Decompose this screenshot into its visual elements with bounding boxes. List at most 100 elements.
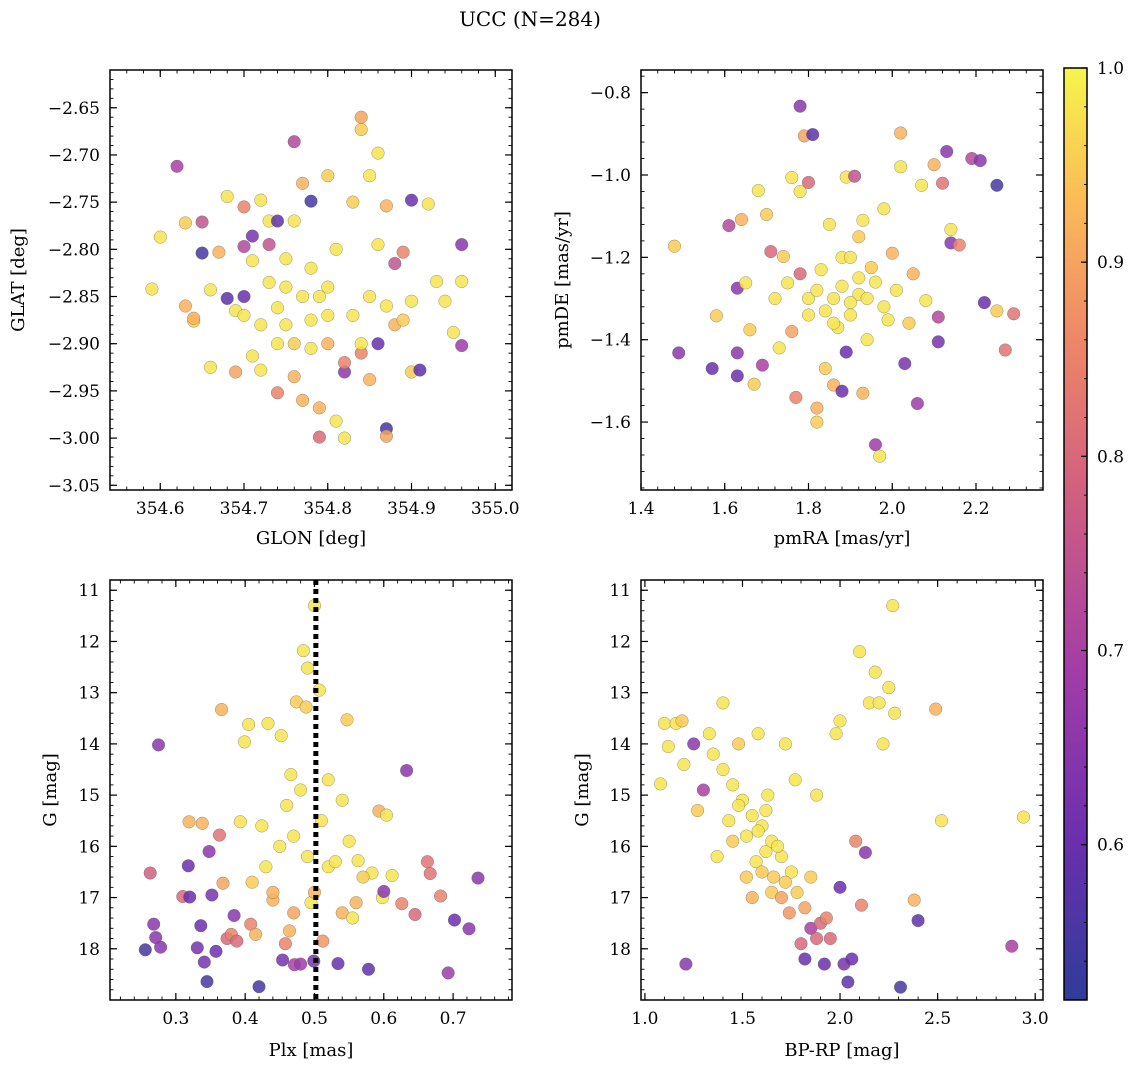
data-point [178, 299, 192, 313]
data-point [321, 337, 335, 351]
data-point [794, 937, 808, 951]
data-point [716, 762, 730, 777]
data-point [287, 829, 301, 843]
data-point [270, 301, 285, 315]
data-point [751, 727, 765, 741]
data-point [287, 135, 301, 149]
data-point [195, 215, 209, 229]
data-point [751, 824, 765, 838]
data-point [455, 274, 469, 288]
x-axis-label: Plx [mas] [269, 1040, 354, 1061]
data-point [726, 778, 740, 792]
data-point [385, 868, 399, 883]
data-point [755, 358, 769, 372]
data-point [907, 893, 921, 907]
data-point [202, 844, 216, 859]
data-point [371, 146, 385, 160]
data-point [356, 870, 370, 884]
data-point [843, 296, 857, 310]
data-point [312, 683, 326, 697]
data-point [182, 815, 196, 829]
data-point [200, 975, 214, 989]
data-point [216, 876, 230, 890]
data-point [237, 308, 251, 322]
data-point [270, 386, 285, 400]
panel-bprp-g: 1.0 1.5 2.0 2.5 3.0 11 12 13 14 15 16 17 18 BP-RP [m… [572, 579, 1049, 1061]
data-point [691, 803, 705, 818]
data-point [252, 980, 266, 994]
y-axis-label: pmDE [mas/yr] [552, 211, 573, 349]
data-point [774, 891, 789, 905]
x-tick-label: 2.0 [827, 1009, 854, 1029]
data-point [801, 291, 816, 306]
data-point [274, 729, 288, 743]
data-point [245, 349, 259, 363]
plot-frame [109, 579, 513, 1001]
data-point [342, 834, 356, 848]
data-point [379, 808, 394, 822]
data-point [798, 952, 812, 966]
data-point [772, 341, 786, 355]
x-tick-label: 0.4 [232, 1009, 259, 1029]
data-point [889, 283, 903, 297]
data-point [270, 337, 285, 351]
data-point [710, 850, 724, 864]
data-point [242, 717, 256, 731]
data-point [197, 955, 211, 969]
axis-ticks: 1.0 1.5 2.0 2.5 3.0 11 12 13 14 15 16 17 18 [609, 579, 1049, 1029]
data-point [282, 924, 297, 938]
data-point [705, 361, 719, 376]
data-point [894, 126, 908, 140]
data-point [278, 937, 292, 951]
data-point [853, 645, 867, 659]
data-point [848, 169, 862, 183]
plot-frame [109, 69, 513, 491]
data-point [927, 158, 941, 172]
y-axis-label: G [mag] [40, 753, 61, 826]
data-point [823, 931, 837, 946]
data-point [977, 296, 991, 310]
data-point [423, 866, 437, 881]
data-point [845, 952, 859, 966]
y-tick-label: 12 [78, 632, 100, 652]
data-point [354, 122, 368, 137]
data-point [858, 845, 872, 860]
data-point [304, 261, 318, 275]
data-point [696, 783, 710, 797]
colorbar-tick-label: 0.9 [1097, 253, 1124, 273]
data-point [296, 644, 310, 658]
data-point [363, 169, 377, 183]
data-point [212, 828, 227, 842]
data-point [886, 599, 900, 613]
data-point [759, 844, 773, 859]
data-point [915, 178, 929, 192]
data-point [220, 189, 234, 204]
x-axis-label: GLON [deg] [256, 528, 366, 549]
data-point [898, 357, 912, 371]
data-point [287, 337, 301, 351]
x-tick-label: 1.8 [795, 499, 822, 519]
data-point [852, 271, 866, 285]
data-point [788, 773, 802, 787]
data-point [212, 245, 226, 259]
data-point [929, 702, 943, 716]
data-point [377, 884, 391, 898]
data-point [237, 289, 251, 304]
data-point [279, 280, 293, 294]
data-point [860, 291, 874, 306]
data-point [906, 267, 920, 281]
data-point [262, 238, 276, 252]
data-point [819, 911, 833, 925]
data-point [227, 908, 241, 923]
colorbar-tick-label: 0.7 [1097, 642, 1124, 662]
data-point [776, 249, 790, 264]
data-point [789, 390, 803, 404]
data-point [675, 714, 689, 728]
data-point [785, 324, 799, 339]
data-point [759, 803, 773, 818]
data-point [873, 449, 887, 463]
data-point [893, 980, 908, 994]
y-tick-label: 11 [609, 581, 631, 601]
x-tick-label: 1.6 [711, 499, 738, 519]
